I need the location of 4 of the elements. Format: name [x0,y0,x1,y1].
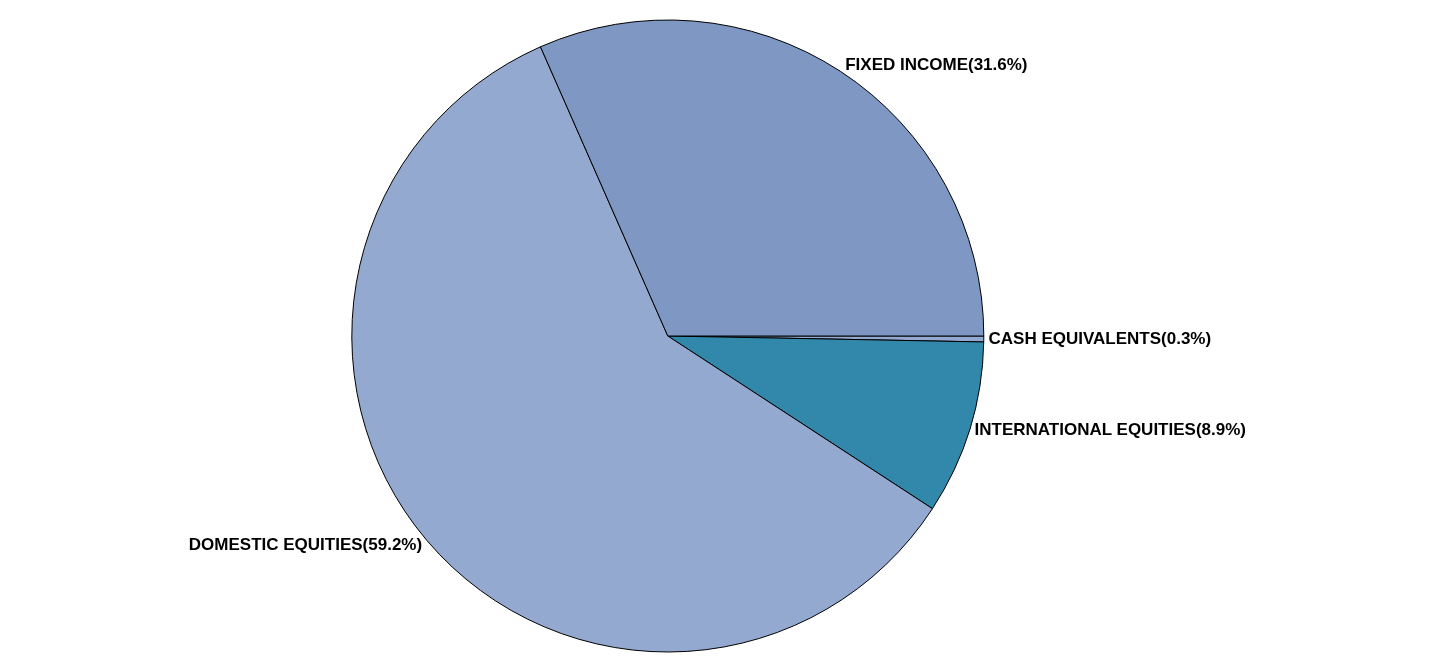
slice-label: CASH EQUIVALENTS(0.3%) [988,329,1212,349]
slice-label: INTERNATIONAL EQUITIES(8.9%) [974,420,1246,440]
slice-label: DOMESTIC EQUITIES(59.2%) [188,534,423,554]
slice-label: FIXED INCOME(31.6%) [845,55,1028,75]
